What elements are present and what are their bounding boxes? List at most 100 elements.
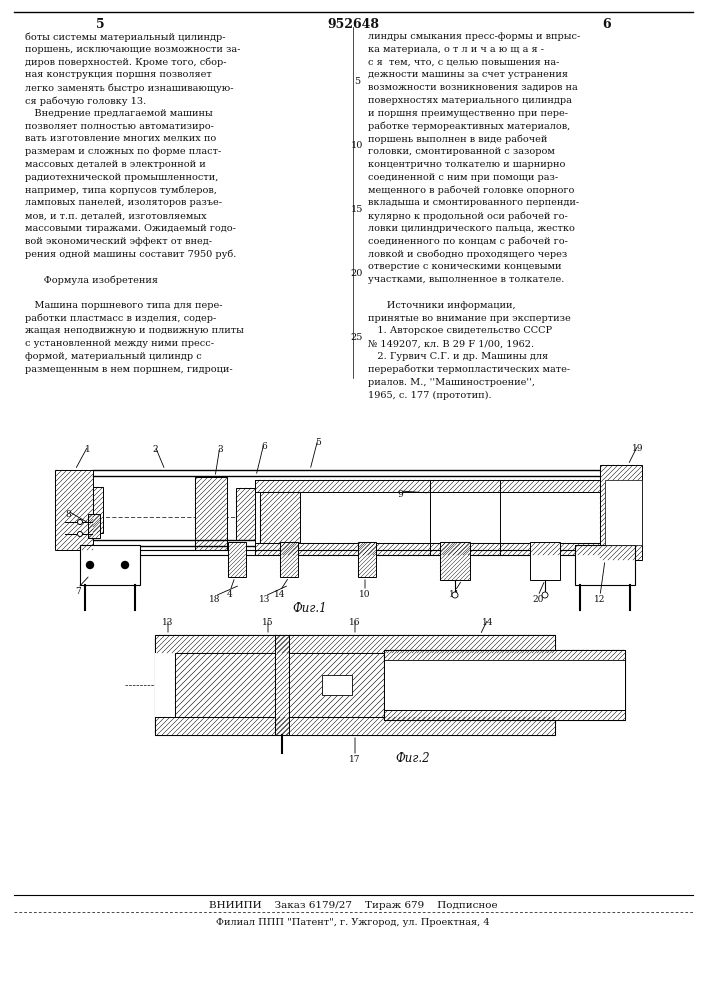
Text: возможности возникновения задиров на: возможности возникновения задиров на (368, 83, 578, 92)
Bar (430, 543, 600, 555)
Text: вать изготовление многих мелких по: вать изготовление многих мелких по (25, 134, 216, 143)
Bar (175, 653, 275, 717)
Text: 11: 11 (449, 590, 461, 599)
Bar (384, 650, 625, 660)
Bar (255, 543, 430, 555)
Text: 3: 3 (217, 445, 223, 454)
Bar (280, 542, 298, 577)
Text: 15: 15 (262, 618, 274, 627)
Text: 6: 6 (602, 18, 612, 31)
Text: формой, материальный цилиндр с: формой, материальный цилиндр с (25, 352, 201, 361)
Text: 952648: 952648 (327, 18, 379, 31)
Text: Машина поршневого типа для пере-: Машина поршневого типа для пере- (25, 301, 223, 310)
Text: мов, и т.п. деталей, изготовляемых: мов, и т.п. деталей, изготовляемых (25, 211, 206, 220)
Text: ка материала, о т л и ч а ю щ а я -: ка материала, о т л и ч а ю щ а я - (368, 45, 544, 54)
Text: 8: 8 (65, 510, 71, 519)
Bar (280, 542, 298, 577)
Bar (228, 542, 246, 577)
Text: соединенного по концам с рабочей го-: соединенного по концам с рабочей го- (368, 237, 568, 246)
Text: вкладыша и смонтированного перпенди-: вкладыша и смонтированного перпенди- (368, 198, 579, 207)
Text: 10: 10 (351, 141, 363, 150)
Bar (289, 653, 384, 717)
Text: 12: 12 (595, 595, 606, 604)
Bar (195, 477, 227, 550)
Text: 19: 19 (632, 444, 644, 453)
Bar (322, 675, 351, 695)
Text: ная конструкция поршня позволяет: ная конструкция поршня позволяет (25, 70, 212, 79)
Bar (88, 514, 100, 538)
Text: Источники информации,: Источники информации, (368, 301, 515, 310)
Text: 18: 18 (209, 595, 221, 604)
Text: 1. Авторское свидетельство СССР: 1. Авторское свидетельство СССР (368, 326, 552, 335)
Bar (600, 465, 642, 560)
Text: поршень выполнен в виде рабочей: поршень выполнен в виде рабочей (368, 134, 547, 144)
Text: 6: 6 (261, 442, 267, 451)
Bar (600, 465, 642, 560)
Text: риалов. М., ''Машиностроение'',: риалов. М., ''Машиностроение'', (368, 378, 535, 387)
Text: Фиг.1: Фиг.1 (293, 602, 327, 615)
Text: отверстие с коническими концевыми: отверстие с коническими концевыми (368, 262, 561, 271)
Text: 25: 25 (351, 333, 363, 342)
Text: переработки термопластических мате-: переработки термопластических мате- (368, 365, 570, 374)
Text: размерам и сложных по форме пласт-: размерам и сложных по форме пласт- (25, 147, 221, 156)
Text: 7: 7 (75, 587, 81, 596)
Text: 5: 5 (315, 438, 321, 447)
Text: жащая неподвижную и подвижную плиты: жащая неподвижную и подвижную плиты (25, 326, 244, 335)
Text: работки пластмасс в изделия, содер-: работки пластмасс в изделия, содер- (25, 314, 216, 323)
Text: с установленной между ними пресс-: с установленной между ними пресс- (25, 339, 214, 348)
Text: 1: 1 (85, 445, 91, 454)
Bar (236, 488, 256, 540)
Text: 2: 2 (152, 445, 158, 454)
Circle shape (452, 592, 458, 598)
Text: 5: 5 (354, 77, 360, 86)
Text: линдры смыкания пресс-формы и впрыс-: линдры смыкания пресс-формы и впрыс- (368, 32, 580, 41)
Text: вой экономический эффект от внед-: вой экономический эффект от внед- (25, 237, 212, 246)
Bar (155, 717, 555, 735)
Bar (255, 543, 430, 555)
Text: ся рабочую головку 13.: ся рабочую головку 13. (25, 96, 146, 105)
Bar (430, 492, 600, 543)
Text: Внедрение предлагаемой машины: Внедрение предлагаемой машины (25, 109, 213, 118)
Text: поршень, исключающие возможности за-: поршень, исключающие возможности за- (25, 45, 240, 54)
Bar (275, 635, 289, 735)
Text: массовых деталей в электронной и: массовых деталей в электронной и (25, 160, 206, 169)
Text: Формула изобретения: Формула изобретения (25, 275, 158, 285)
Bar (260, 492, 300, 543)
Bar (155, 635, 555, 653)
Text: 20: 20 (532, 595, 544, 604)
Bar (255, 492, 430, 543)
Text: 10: 10 (359, 590, 370, 599)
Bar (358, 542, 376, 577)
Text: 15: 15 (351, 205, 363, 214)
Bar (255, 480, 430, 492)
Bar (93, 487, 103, 533)
Bar (80, 545, 140, 585)
Bar (275, 635, 289, 735)
Bar (236, 488, 256, 540)
Circle shape (86, 562, 93, 568)
Bar (575, 545, 635, 585)
Text: 9: 9 (397, 490, 403, 499)
Bar (155, 635, 555, 735)
Text: работке термореактивных материалов,: работке термореактивных материалов, (368, 122, 571, 131)
Text: размещенным в нем поршнем, гидроци-: размещенным в нем поршнем, гидроци- (25, 365, 233, 374)
Bar (289, 653, 384, 717)
Text: 13: 13 (259, 595, 271, 604)
Bar (384, 660, 625, 710)
Bar (384, 710, 625, 720)
Bar (55, 470, 93, 550)
Bar (440, 542, 470, 580)
Bar (155, 653, 555, 717)
Text: мещенного в рабочей головке опорного: мещенного в рабочей головке опорного (368, 186, 574, 195)
Text: позволяет полностью автоматизиро-: позволяет полностью автоматизиро- (25, 122, 214, 131)
Circle shape (78, 520, 83, 524)
Bar (430, 509, 540, 525)
Bar (440, 542, 470, 580)
Bar (384, 710, 625, 720)
Text: соединенной с ним при помощи раз-: соединенной с ним при помощи раз- (368, 173, 558, 182)
Bar (228, 542, 246, 577)
Text: 1965, с. 177 (прототип).: 1965, с. 177 (прототип). (368, 390, 491, 400)
Bar (55, 470, 93, 550)
Text: 16: 16 (349, 618, 361, 627)
Bar (255, 480, 430, 492)
